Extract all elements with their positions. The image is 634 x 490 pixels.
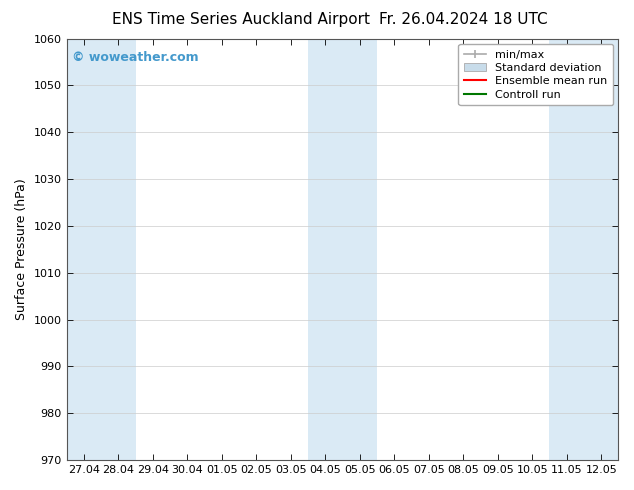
- Text: Fr. 26.04.2024 18 UTC: Fr. 26.04.2024 18 UTC: [378, 12, 547, 27]
- Y-axis label: Surface Pressure (hPa): Surface Pressure (hPa): [15, 178, 28, 320]
- Text: ENS Time Series Auckland Airport: ENS Time Series Auckland Airport: [112, 12, 370, 27]
- Bar: [550, 39, 619, 460]
- Legend: min/max, Standard deviation, Ensemble mean run, Controll run: min/max, Standard deviation, Ensemble me…: [458, 44, 613, 105]
- Bar: [308, 39, 377, 460]
- Bar: [67, 39, 136, 460]
- Text: © woweather.com: © woweather.com: [72, 51, 198, 64]
